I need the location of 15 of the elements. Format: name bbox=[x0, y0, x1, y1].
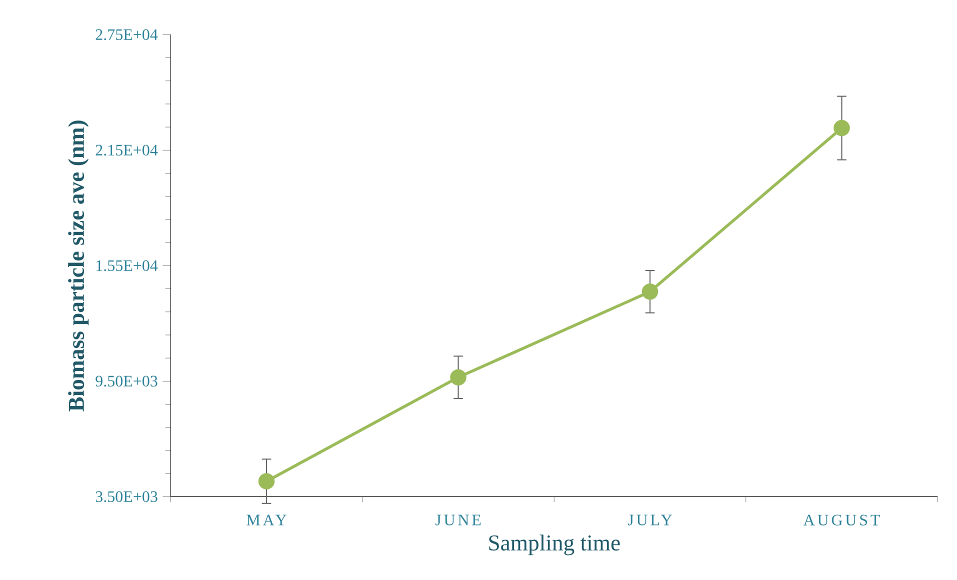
x-tick-label: AUGUST bbox=[803, 514, 880, 526]
point bbox=[642, 284, 658, 300]
y-tick-label: 9.50E+03 bbox=[96, 376, 158, 387]
x-tick-label: JUNE bbox=[435, 514, 481, 526]
point bbox=[834, 120, 850, 136]
y-tick-label: 2.15E+04 bbox=[96, 144, 158, 156]
y-tick-label: 2.75E+04 bbox=[96, 29, 158, 40]
point bbox=[258, 473, 275, 490]
y-axis-title: Biomass particle size ave (nm) bbox=[68, 120, 89, 412]
x-tick-label: MAY bbox=[246, 514, 286, 526]
point bbox=[450, 369, 466, 386]
x-axis-title: Sampling time bbox=[489, 534, 620, 556]
y-tick-label: 3.50E+03 bbox=[96, 491, 158, 502]
y-tick-label: 1.55E+04 bbox=[96, 260, 158, 272]
x-tick-label: JULY bbox=[628, 514, 672, 526]
